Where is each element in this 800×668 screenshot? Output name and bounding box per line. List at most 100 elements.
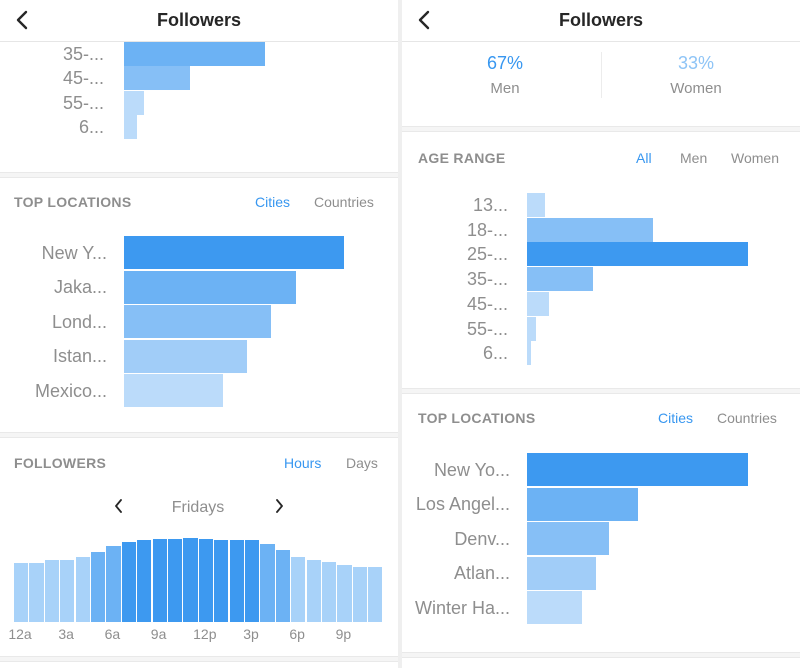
hour-axis-label: 6p <box>289 626 305 642</box>
countries-toggle[interactable]: Countries <box>717 410 777 426</box>
hour-bar <box>91 552 106 622</box>
bar-label: 6... <box>78 117 104 137</box>
bar-label: 55-... <box>466 318 508 339</box>
bar-label: Atlan... <box>453 563 510 583</box>
chart-bar <box>527 556 596 590</box>
chart-bar <box>527 453 748 486</box>
previous-day-chevron-icon[interactable] <box>112 498 126 514</box>
chart-bar <box>124 66 190 90</box>
chart-bar <box>527 242 748 267</box>
hour-axis-label: 9a <box>150 626 167 642</box>
section-divider <box>402 388 800 394</box>
hour-axis-label: 12p <box>193 626 217 642</box>
bar-label: 13... <box>472 195 508 215</box>
gender-divider <box>601 52 602 98</box>
chart-bar <box>124 305 271 338</box>
hour-axis-label: 6a <box>104 626 121 642</box>
back-chevron-icon[interactable] <box>414 9 436 31</box>
top-locations-header: TOP LOCATIONS <box>14 194 132 210</box>
hour-bar <box>168 539 183 622</box>
chart-bar <box>527 267 593 292</box>
chart-bar <box>527 193 545 217</box>
days-toggle[interactable]: Days <box>346 455 378 471</box>
chart-bar <box>124 374 223 407</box>
top-locations-header: TOP LOCATIONS <box>418 410 536 426</box>
hour-bar <box>137 540 152 622</box>
hour-bar <box>260 544 275 622</box>
next-day-chevron-icon[interactable] <box>272 498 286 514</box>
men-label: Men <box>490 80 520 97</box>
chart-bar <box>527 341 531 366</box>
bar-label: 18-... <box>466 219 508 240</box>
hour-axis-label: 12a <box>8 626 32 642</box>
hour-bar <box>60 560 75 622</box>
left-screen: Followers 25-...35-...45-...55-...6... T… <box>0 0 398 668</box>
hours-toggle[interactable]: Hours <box>284 455 322 471</box>
bar-label: 55-... <box>62 92 104 113</box>
countries-toggle[interactable]: Countries <box>314 194 374 210</box>
hour-bar <box>229 540 244 622</box>
hour-bar <box>322 562 337 622</box>
hour-bar <box>291 557 306 622</box>
cities-toggle[interactable]: Cities <box>658 410 694 426</box>
age-range-header: AGE RANGE <box>418 150 506 166</box>
bar-label: Istan... <box>52 346 107 366</box>
hour-bar <box>352 567 367 622</box>
hour-bar <box>14 563 29 622</box>
bar-label: 35-... <box>62 43 104 64</box>
bar-label: New Y... <box>41 242 107 263</box>
women-percentage: 33% <box>677 53 715 73</box>
bar-label: 25-... <box>466 244 508 265</box>
hour-axis-label: 3p <box>243 626 259 642</box>
chart-bar <box>527 522 609 555</box>
hour-bar <box>121 542 136 622</box>
hour-bar <box>337 565 352 622</box>
section-divider <box>402 652 800 658</box>
age-all-toggle[interactable]: All <box>636 150 652 166</box>
bar-label: New Yo... <box>433 459 510 480</box>
hour-bar <box>214 540 229 622</box>
back-chevron-icon[interactable] <box>12 9 34 31</box>
day-selector-label: Fridays <box>171 499 225 516</box>
women-label: Women <box>670 80 722 97</box>
bar-label: 6... <box>482 343 508 364</box>
hour-axis-label: 9p <box>335 626 352 642</box>
chart-bar <box>124 90 144 115</box>
hour-bar <box>198 539 213 622</box>
chart-bar <box>124 339 247 373</box>
hour-bar <box>183 538 198 622</box>
cities-toggle[interactable]: Cities <box>255 194 291 210</box>
age-men-toggle[interactable]: Men <box>680 150 708 166</box>
bar-label: Lond... <box>51 311 107 332</box>
age-women-toggle[interactable]: Women <box>731 150 779 166</box>
chart-bar <box>527 217 653 242</box>
nav-bar: Followers <box>402 0 800 42</box>
chart-bar <box>124 236 344 269</box>
chart-bar <box>527 316 536 341</box>
chart-bar <box>124 270 296 304</box>
chart-bar <box>527 591 582 624</box>
followers-header: FOLLOWERS <box>14 455 107 471</box>
hour-bar <box>368 567 383 622</box>
section-divider <box>0 172 398 178</box>
hour-bar <box>245 540 260 622</box>
men-percentage: 67% <box>486 53 524 73</box>
bar-label: Winter Ha... <box>414 597 510 618</box>
bar-label: Denv... <box>454 528 510 549</box>
hour-bar <box>44 560 59 622</box>
bar-label: Jaka... <box>53 277 107 297</box>
hour-bar <box>106 546 121 622</box>
hour-bar <box>29 563 44 622</box>
right-screen: Followers 67% Men 33% Women AGE RANGE Al… <box>402 0 800 668</box>
nav-bar: Followers <box>0 0 398 42</box>
section-divider <box>0 656 398 662</box>
bar-label: 35-... <box>466 269 508 290</box>
page-title: Followers <box>156 10 241 30</box>
chart-bar <box>527 291 549 316</box>
panel-gutter <box>398 0 402 668</box>
bar-label: Mexico... <box>34 380 107 401</box>
hour-bar <box>306 560 321 622</box>
bar-label: Los Angel... <box>415 494 510 514</box>
section-divider <box>402 126 800 132</box>
chart-bar <box>527 487 638 521</box>
